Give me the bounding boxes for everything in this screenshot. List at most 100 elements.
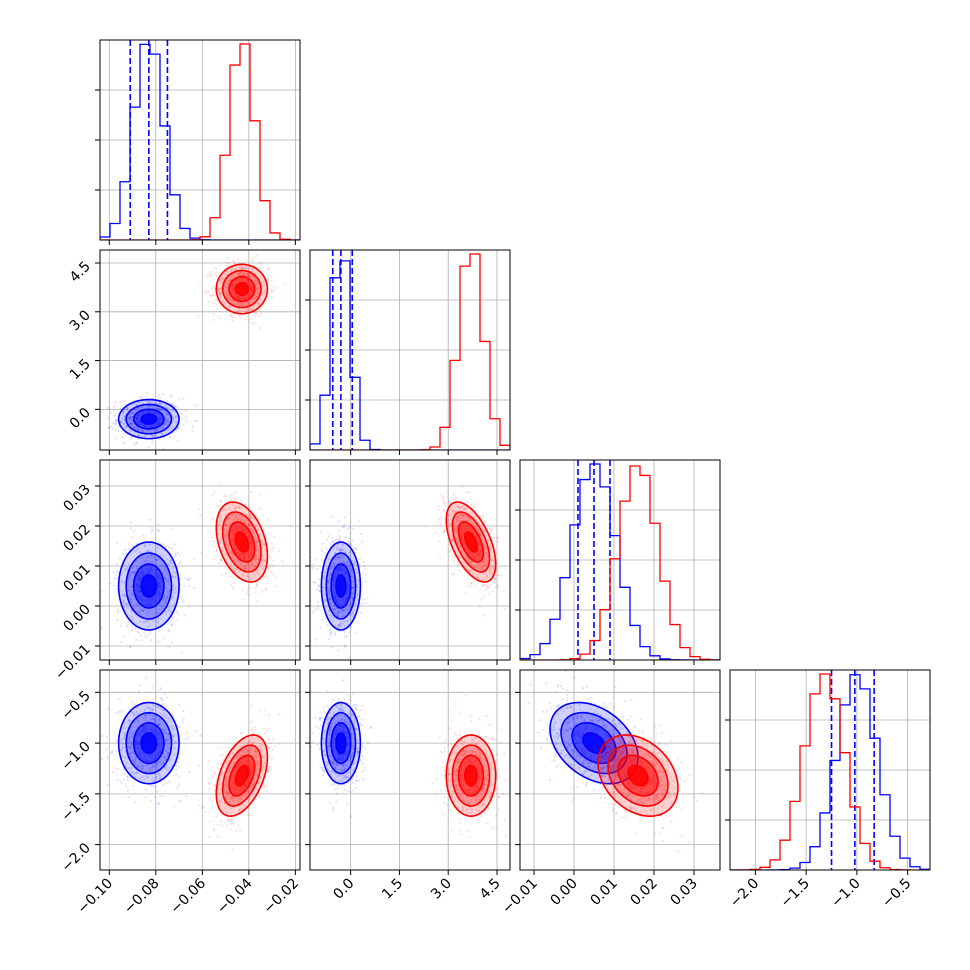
contour-line	[617, 754, 659, 797]
contour-line	[215, 263, 269, 315]
x-tick-label: −0.02	[261, 876, 303, 918]
scatter-panel-2-0	[100, 460, 300, 660]
density-fill	[464, 532, 478, 552]
x-tick-label: −0.5	[879, 876, 914, 911]
contour-line	[221, 269, 262, 309]
histogram-series-0	[520, 463, 720, 660]
contour-line	[132, 721, 165, 765]
scatter-panel-1-0-frame	[99, 249, 301, 451]
contour-line	[560, 711, 628, 775]
x-tick-label: −2.0	[727, 876, 762, 911]
y-tick-label: 4.5	[67, 259, 94, 286]
contour-line	[457, 521, 485, 563]
y-tick-label: 0.0	[67, 405, 94, 432]
contour-line	[607, 744, 669, 807]
histogram-series-1	[310, 253, 510, 450]
contour-line	[234, 282, 250, 297]
contour-line	[582, 732, 606, 755]
histogram-series-0	[730, 674, 930, 870]
contour-line	[228, 754, 256, 797]
contour-line	[234, 531, 250, 553]
y-tick-label: −1.5	[58, 789, 93, 824]
contour-line	[335, 574, 347, 598]
scatter-panel-3-2	[520, 670, 720, 870]
scatter-panel-3-0	[100, 670, 300, 870]
contour-line	[140, 574, 158, 598]
contour-line	[320, 701, 362, 785]
contour-line	[330, 721, 352, 765]
contour-line	[463, 764, 478, 787]
contour-line	[234, 764, 250, 787]
scatter-panel-3-0-frame	[99, 669, 301, 871]
x-tick-label: 3.0	[428, 876, 455, 903]
x-tick-label: 4.5	[477, 876, 504, 903]
contour-line	[451, 744, 491, 807]
y-tick-label: 0.01	[60, 562, 93, 595]
scatter-panel-3-2-frame	[519, 669, 721, 871]
contour-line	[320, 541, 362, 631]
y-tick-label: 0.00	[60, 602, 93, 635]
contour-line	[325, 552, 357, 620]
x-tick-label: −0.10	[74, 876, 116, 918]
x-tick-label: −0.08	[121, 876, 163, 918]
scatter-panel-2-1-frame	[309, 459, 511, 661]
hist-panel-2	[520, 460, 720, 660]
hist-panel-0	[100, 40, 300, 240]
hist-panel-1	[310, 250, 510, 450]
scatter-panel-2-1	[310, 460, 510, 660]
y-tick-label: −2.0	[58, 840, 93, 875]
histogram-series-1	[100, 43, 300, 240]
histogram-series-0	[100, 43, 300, 240]
contour-line	[627, 764, 649, 787]
density-fill	[336, 575, 346, 597]
contour-line	[215, 734, 269, 817]
density-fill	[628, 765, 648, 786]
contour-line	[221, 744, 262, 807]
contour-line	[117, 701, 180, 785]
y-tick-label: −1.0	[58, 739, 93, 774]
x-tick-label: 0.01	[587, 876, 620, 909]
contour-line	[463, 531, 478, 553]
contour-line	[125, 711, 173, 775]
contour-line	[125, 552, 173, 620]
contour-line	[117, 541, 180, 631]
contour-line	[330, 563, 352, 609]
contour-line	[140, 732, 158, 755]
scatter-panel-2-0-frame	[99, 459, 301, 661]
y-tick-label: 0.02	[60, 522, 93, 555]
contour-line	[125, 403, 173, 435]
density-fill	[336, 732, 346, 754]
x-tick-label: 0.00	[547, 876, 580, 909]
density-fill	[464, 765, 478, 786]
x-tick-label: −0.04	[214, 875, 256, 917]
y-tick-label: −0.01	[52, 642, 94, 684]
x-tick-label: 0.02	[627, 876, 660, 909]
contour-line	[597, 734, 679, 817]
contour-line	[140, 413, 158, 425]
y-tick-label: 0.03	[60, 482, 93, 515]
contour-line	[228, 275, 256, 303]
x-tick-label: 1.5	[379, 876, 406, 903]
x-tick-label: 0.03	[667, 876, 700, 909]
contour-line	[445, 734, 497, 817]
density-fill	[583, 732, 605, 754]
scatter-panel-3-1-frame	[309, 669, 511, 871]
contour-line	[571, 721, 617, 765]
density-fill	[141, 575, 157, 597]
y-tick-label: −0.5	[58, 688, 93, 723]
contour-line	[335, 732, 347, 755]
scatter-panel-3-1	[310, 670, 510, 870]
x-tick-label: −1.0	[828, 876, 863, 911]
contour-line	[117, 398, 180, 440]
density-fill	[141, 414, 157, 424]
contour-line	[228, 521, 256, 563]
x-tick-label: 0.0	[330, 876, 357, 903]
density-fill	[141, 732, 157, 754]
contour-line	[457, 754, 485, 797]
y-tick-label: 1.5	[67, 356, 94, 383]
contour-line	[215, 501, 269, 583]
x-tick-label: −0.06	[168, 875, 210, 917]
contour-line	[451, 511, 491, 573]
contour-line	[221, 511, 262, 573]
